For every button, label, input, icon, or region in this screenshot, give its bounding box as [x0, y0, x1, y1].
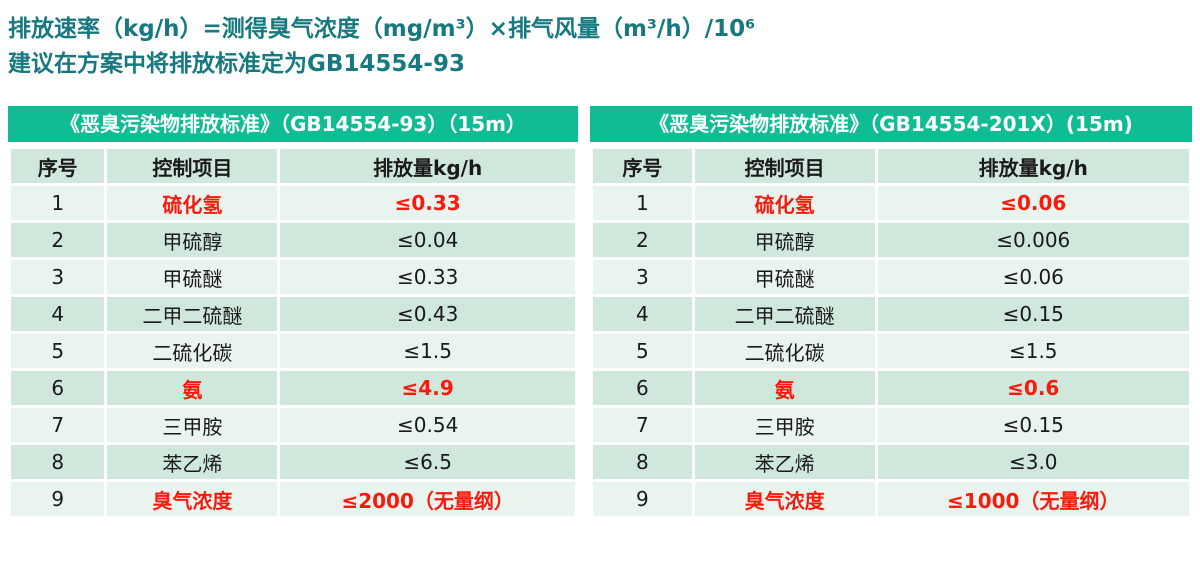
row-no: 7 — [590, 405, 695, 445]
row-limit: ≤0.6 — [874, 368, 1193, 408]
row-no: 3 — [7, 257, 108, 297]
col-header-limit: 排放量kg/h — [874, 146, 1193, 186]
table-header-row: 序号 控制项目 排放量kg/h — [590, 146, 1193, 186]
row-item: 二硫化碳 — [104, 331, 281, 371]
row-no: 9 — [7, 479, 108, 519]
row-no: 3 — [590, 257, 695, 297]
row-item: 硫化氢 — [691, 183, 878, 223]
page-heading: 排放速率（kg/h）=测得臭气浓度（mg/m³）×排气风量（m³/h）/10⁶ … — [8, 12, 1200, 81]
row-no: 8 — [590, 442, 695, 482]
table-row: 9 臭气浓度 ≤1000（无量纲） — [590, 479, 1193, 519]
row-limit: ≤0.33 — [277, 183, 578, 223]
row-limit: ≤0.33 — [277, 257, 578, 297]
row-item: 二硫化碳 — [691, 331, 878, 371]
row-no: 5 — [590, 331, 695, 371]
row-limit: ≤0.15 — [874, 405, 1193, 445]
row-item: 三甲胺 — [691, 405, 878, 445]
table-row: 4 二甲二硫醚 ≤0.15 — [590, 294, 1193, 334]
heading-recommendation-line: 建议在方案中将排放标准定为GB14554-93 — [8, 50, 465, 77]
col-header-limit: 排放量kg/h — [277, 146, 578, 186]
row-no: 6 — [7, 368, 108, 408]
row-item: 硫化氢 — [104, 183, 281, 223]
row-limit: ≤2000（无量纲） — [277, 479, 578, 519]
table-title-right: 《恶臭污染物排放标准》（GB14554-201X）(15m) — [590, 106, 1192, 142]
table-row: 3 甲硫醚 ≤0.06 — [590, 257, 1193, 297]
table-row: 4 二甲二硫醚 ≤0.43 — [7, 294, 578, 334]
row-item: 苯乙烯 — [691, 442, 878, 482]
row-limit: ≤0.06 — [874, 183, 1193, 223]
row-item: 甲硫醚 — [691, 257, 878, 297]
standard-table-gb14554-93: 《恶臭污染物排放标准》（GB14554-93）（15m） 序号 控制项目 排放量… — [7, 106, 578, 519]
row-item: 氨 — [691, 368, 878, 408]
table-row: 9 臭气浓度 ≤2000（无量纲） — [7, 479, 578, 519]
row-item: 苯乙烯 — [104, 442, 281, 482]
row-limit: ≤0.006 — [874, 220, 1193, 260]
table-row: 8 苯乙烯 ≤3.0 — [590, 442, 1193, 482]
row-item: 二甲二硫醚 — [104, 294, 281, 334]
table-row: 1 硫化氢 ≤0.33 — [7, 183, 578, 223]
row-limit: ≤1.5 — [874, 331, 1193, 371]
table-row: 1 硫化氢 ≤0.06 — [590, 183, 1193, 223]
row-limit: ≤3.0 — [874, 442, 1193, 482]
table-row: 8 苯乙烯 ≤6.5 — [7, 442, 578, 482]
row-limit: ≤1000（无量纲） — [874, 479, 1193, 519]
row-no: 1 — [590, 183, 695, 223]
row-item: 甲硫醇 — [104, 220, 281, 260]
col-header-item: 控制项目 — [104, 146, 281, 186]
row-no: 4 — [7, 294, 108, 334]
table-row: 5 二硫化碳 ≤1.5 — [7, 331, 578, 371]
table-row: 3 甲硫醚 ≤0.33 — [7, 257, 578, 297]
row-limit: ≤1.5 — [277, 331, 578, 371]
table-header-row: 序号 控制项目 排放量kg/h — [7, 146, 578, 186]
heading-formula-line: 排放速率（kg/h）=测得臭气浓度（mg/m³）×排气风量（m³/h）/10⁶ — [8, 16, 756, 42]
row-item: 臭气浓度 — [691, 479, 878, 519]
emission-table-right: 序号 控制项目 排放量kg/h 1 硫化氢 ≤0.06 2 甲硫醇 ≤0.006… — [590, 146, 1193, 519]
row-item: 三甲胺 — [104, 405, 281, 445]
col-header-item: 控制项目 — [691, 146, 878, 186]
row-no: 1 — [7, 183, 108, 223]
row-limit: ≤0.04 — [277, 220, 578, 260]
table-row: 2 甲硫醇 ≤0.006 — [590, 220, 1193, 260]
table-row: 7 三甲胺 ≤0.54 — [7, 405, 578, 445]
table-row: 2 甲硫醇 ≤0.04 — [7, 220, 578, 260]
col-header-no: 序号 — [590, 146, 695, 186]
row-no: 7 — [7, 405, 108, 445]
table-row: 6 氨 ≤0.6 — [590, 368, 1193, 408]
row-no: 8 — [7, 442, 108, 482]
row-limit: ≤6.5 — [277, 442, 578, 482]
row-item: 臭气浓度 — [104, 479, 281, 519]
row-limit: ≤4.9 — [277, 368, 578, 408]
row-item: 氨 — [104, 368, 281, 408]
col-header-no: 序号 — [7, 146, 108, 186]
row-no: 4 — [590, 294, 695, 334]
table-title-left: 《恶臭污染物排放标准》（GB14554-93）（15m） — [8, 106, 578, 142]
row-limit: ≤0.06 — [874, 257, 1193, 297]
row-no: 2 — [7, 220, 108, 260]
row-item: 甲硫醇 — [691, 220, 878, 260]
standard-table-gb14554-201x: 《恶臭污染物排放标准》（GB14554-201X）(15m) 序号 控制项目 排… — [590, 106, 1193, 519]
table-row: 5 二硫化碳 ≤1.5 — [590, 331, 1193, 371]
row-item: 甲硫醚 — [104, 257, 281, 297]
tables-container: 《恶臭污染物排放标准》（GB14554-93）（15m） 序号 控制项目 排放量… — [7, 106, 1193, 519]
row-item: 二甲二硫醚 — [691, 294, 878, 334]
row-no: 2 — [590, 220, 695, 260]
row-no: 9 — [590, 479, 695, 519]
row-limit: ≤0.54 — [277, 405, 578, 445]
emission-table-left: 序号 控制项目 排放量kg/h 1 硫化氢 ≤0.33 2 甲硫醇 ≤0.04 … — [7, 146, 578, 519]
row-no: 6 — [590, 368, 695, 408]
row-limit: ≤0.43 — [277, 294, 578, 334]
row-limit: ≤0.15 — [874, 294, 1193, 334]
table-row: 6 氨 ≤4.9 — [7, 368, 578, 408]
table-row: 7 三甲胺 ≤0.15 — [590, 405, 1193, 445]
row-no: 5 — [7, 331, 108, 371]
